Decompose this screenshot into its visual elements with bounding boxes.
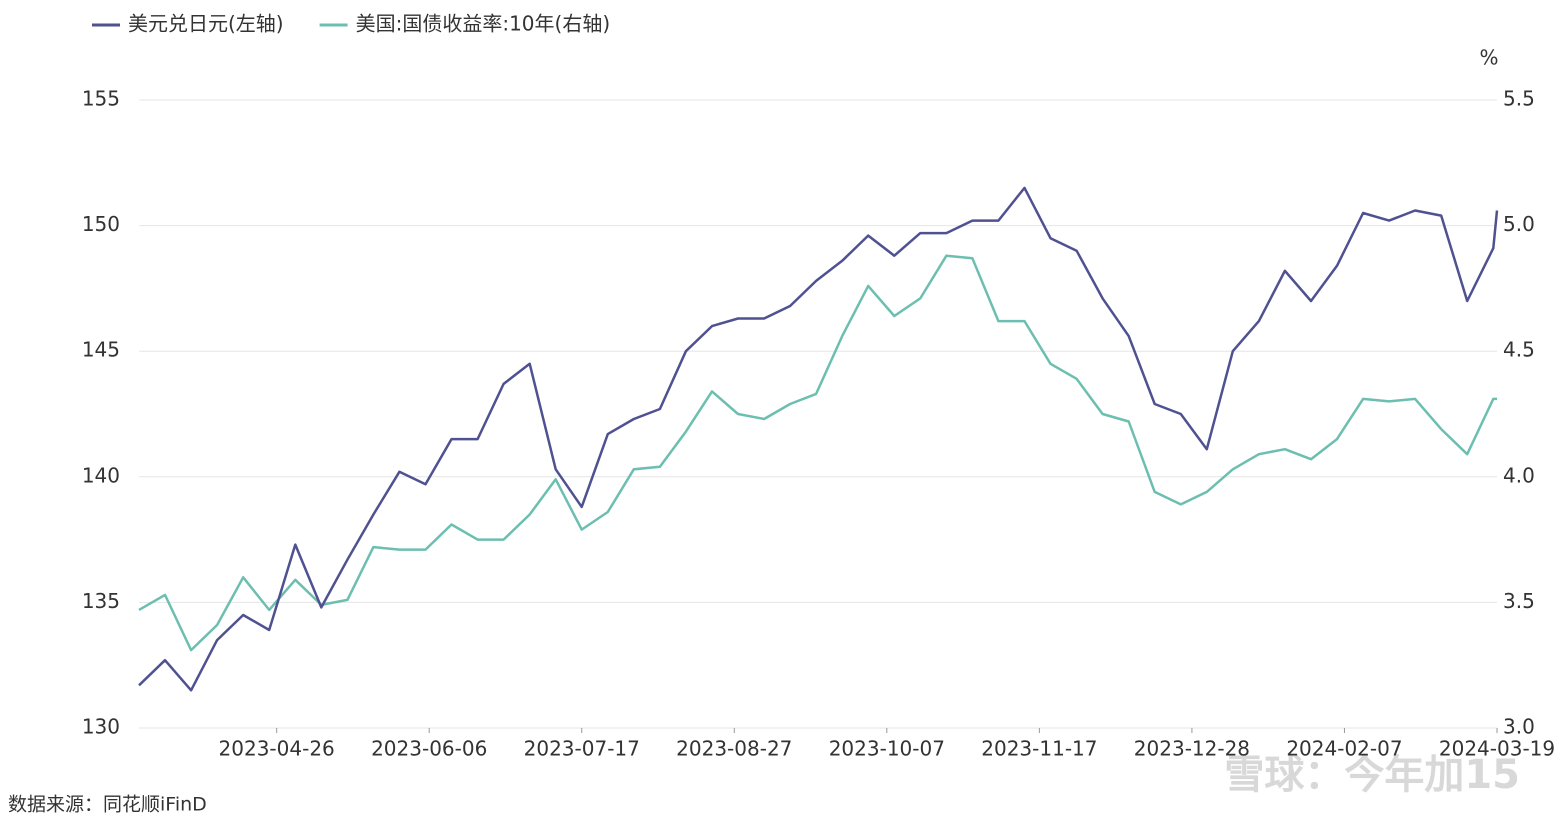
y2-tick-label: 5.0 — [1503, 212, 1535, 236]
y2-tick-label: 5.5 — [1503, 87, 1535, 111]
series-line — [138, 254, 1497, 652]
y-tick-label: 130 — [82, 715, 120, 739]
source-note: 数据来源：同花顺iFinD — [8, 794, 207, 816]
x-tick-label: 2023-10-07 — [829, 737, 945, 761]
y-tick-label: 150 — [82, 212, 120, 236]
y-tick-label: 145 — [82, 338, 120, 362]
y2-tick-label: 4.0 — [1503, 463, 1535, 487]
x-tick-label: 2023-04-26 — [219, 737, 335, 761]
y2-tick-label: 3.5 — [1503, 589, 1535, 613]
y-tick-label: 140 — [82, 463, 120, 487]
x-tick-label: 2024-02-07 — [1286, 737, 1402, 761]
x-tick-label: 2023-11-17 — [981, 737, 1097, 761]
y2-tick-label: 3.0 — [1503, 715, 1535, 739]
y2-unit: % — [1479, 46, 1498, 70]
legend-label: 美国:国债收益率:10年(右轴) — [356, 12, 611, 36]
x-tick-label: 2024-03-19 — [1439, 737, 1555, 761]
watermark: 雪球：今年加15 — [1224, 752, 1520, 798]
x-tick-label: 2023-06-06 — [371, 737, 487, 761]
x-tick-label: 2023-12-28 — [1134, 737, 1250, 761]
y-tick-label: 135 — [82, 589, 120, 613]
x-tick-label: 2023-07-17 — [524, 737, 640, 761]
y-tick-label: 155 — [82, 87, 120, 111]
x-tick-label: 2023-08-27 — [676, 737, 792, 761]
legend-label: 美元兑日元(左轴) — [128, 12, 284, 36]
y2-tick-label: 4.5 — [1503, 338, 1535, 362]
series-line — [138, 186, 1499, 692]
